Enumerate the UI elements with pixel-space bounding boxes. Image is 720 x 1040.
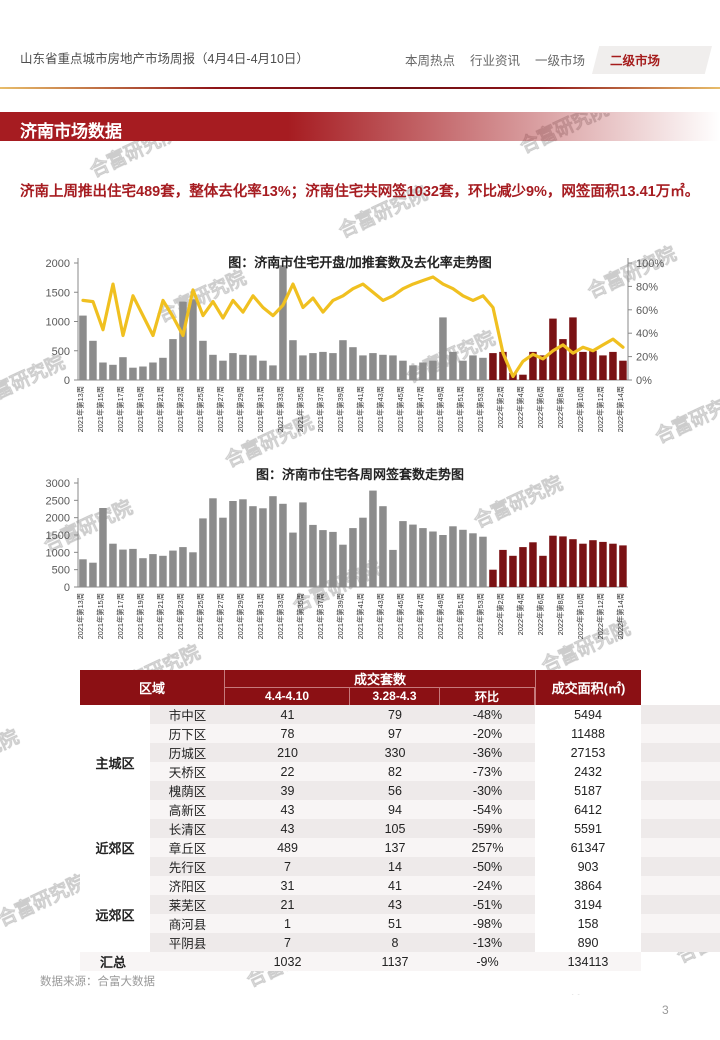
- svg-text:2021年第23周: 2021年第23周: [176, 593, 185, 639]
- svg-text:2021年第15周: 2021年第15周: [96, 593, 105, 639]
- svg-text:2021年第37周: 2021年第37周: [316, 593, 325, 639]
- svg-text:2021年第19周: 2021年第19周: [136, 593, 145, 639]
- svg-text:2021年第25周: 2021年第25周: [196, 593, 205, 639]
- svg-text:2021年第39周: 2021年第39周: [336, 386, 345, 432]
- svg-text:2022年第14周: 2022年第14周: [616, 386, 625, 432]
- svg-text:2022年第6周: 2022年第6周: [536, 386, 545, 428]
- svg-text:2021年第45周: 2021年第45周: [396, 386, 405, 432]
- svg-text:2021年第19周: 2021年第19周: [136, 386, 145, 432]
- svg-text:2021年第17周: 2021年第17周: [116, 593, 125, 639]
- svg-text:2021年第17周: 2021年第17周: [116, 386, 125, 432]
- svg-text:图：济南市住宅开盘/加推套数及去化率走势图: 图：济南市住宅开盘/加推套数及去化率走势图: [228, 255, 492, 270]
- svg-text:2021年第37周: 2021年第37周: [316, 386, 325, 432]
- svg-text:2021年第51周: 2021年第51周: [456, 386, 465, 432]
- svg-text:100%: 100%: [636, 258, 664, 270]
- svg-text:80%: 80%: [636, 281, 658, 293]
- svg-text:500: 500: [52, 346, 70, 358]
- svg-text:3000: 3000: [46, 478, 70, 490]
- svg-text:0: 0: [64, 582, 70, 594]
- svg-text:20%: 20%: [636, 352, 658, 364]
- svg-text:2021年第33周: 2021年第33周: [276, 386, 285, 432]
- svg-text:2021年第31周: 2021年第31周: [256, 593, 265, 639]
- svg-text:2021年第31周: 2021年第31周: [256, 386, 265, 432]
- svg-text:2022年第10周: 2022年第10周: [576, 386, 585, 432]
- svg-text:500: 500: [52, 565, 70, 577]
- svg-text:2021年第15周: 2021年第15周: [96, 386, 105, 432]
- svg-text:2022年第14周: 2022年第14周: [616, 593, 625, 639]
- svg-text:2022年第12周: 2022年第12周: [596, 386, 605, 432]
- svg-text:2021年第39周: 2021年第39周: [336, 593, 345, 639]
- svg-text:2021年第49周: 2021年第49周: [436, 593, 445, 639]
- svg-text:2021年第45周: 2021年第45周: [396, 593, 405, 639]
- svg-text:2000: 2000: [46, 513, 70, 525]
- svg-text:1500: 1500: [46, 530, 70, 542]
- svg-text:2021年第41周: 2021年第41周: [356, 386, 365, 432]
- svg-text:2022年第6周: 2022年第6周: [536, 593, 545, 635]
- svg-text:2021年第49周: 2021年第49周: [436, 386, 445, 432]
- svg-text:2022年第4周: 2022年第4周: [516, 386, 525, 428]
- svg-text:1000: 1000: [46, 317, 70, 329]
- svg-text:2500: 2500: [46, 495, 70, 507]
- svg-text:2021年第35周: 2021年第35周: [296, 593, 305, 639]
- svg-text:2021年第21周: 2021年第21周: [156, 386, 165, 432]
- svg-text:2022年第8周: 2022年第8周: [556, 386, 565, 428]
- svg-text:2022年第2周: 2022年第2周: [496, 593, 505, 635]
- svg-text:1500: 1500: [46, 287, 70, 299]
- svg-text:2021年第33周: 2021年第33周: [276, 593, 285, 639]
- svg-text:1000: 1000: [46, 547, 70, 559]
- svg-text:2021年第27周: 2021年第27周: [216, 593, 225, 639]
- svg-text:图：济南市住宅各周网签套数走势图: 图：济南市住宅各周网签套数走势图: [256, 467, 464, 482]
- svg-text:2022年第10周: 2022年第10周: [576, 593, 585, 639]
- svg-text:2021年第29周: 2021年第29周: [236, 386, 245, 432]
- svg-text:2021年第13周: 2021年第13周: [76, 593, 85, 639]
- svg-text:2021年第53周: 2021年第53周: [476, 386, 485, 432]
- svg-text:2021年第47周: 2021年第47周: [416, 386, 425, 432]
- svg-text:2021年第47周: 2021年第47周: [416, 593, 425, 639]
- svg-text:60%: 60%: [636, 305, 658, 317]
- svg-text:2021年第23周: 2021年第23周: [176, 386, 185, 432]
- svg-text:0: 0: [64, 375, 70, 387]
- svg-text:2021年第27周: 2021年第27周: [216, 386, 225, 432]
- svg-text:0%: 0%: [636, 375, 652, 387]
- svg-text:2021年第43周: 2021年第43周: [376, 593, 385, 639]
- svg-text:2021年第53周: 2021年第53周: [476, 593, 485, 639]
- svg-text:2022年第4周: 2022年第4周: [516, 593, 525, 635]
- svg-text:2021年第51周: 2021年第51周: [456, 593, 465, 639]
- svg-text:2022年第2周: 2022年第2周: [496, 386, 505, 428]
- svg-text:2021年第29周: 2021年第29周: [236, 593, 245, 639]
- svg-text:2021年第41周: 2021年第41周: [356, 593, 365, 639]
- svg-text:2021年第35周: 2021年第35周: [296, 386, 305, 432]
- svg-text:2000: 2000: [46, 258, 70, 270]
- svg-text:2021年第13周: 2021年第13周: [76, 386, 85, 432]
- svg-text:2021年第43周: 2021年第43周: [376, 386, 385, 432]
- svg-text:40%: 40%: [636, 328, 658, 340]
- svg-text:2022年第8周: 2022年第8周: [556, 593, 565, 635]
- svg-text:2021年第21周: 2021年第21周: [156, 593, 165, 639]
- svg-text:2021年第25周: 2021年第25周: [196, 386, 205, 432]
- svg-text:2022年第12周: 2022年第12周: [596, 593, 605, 639]
